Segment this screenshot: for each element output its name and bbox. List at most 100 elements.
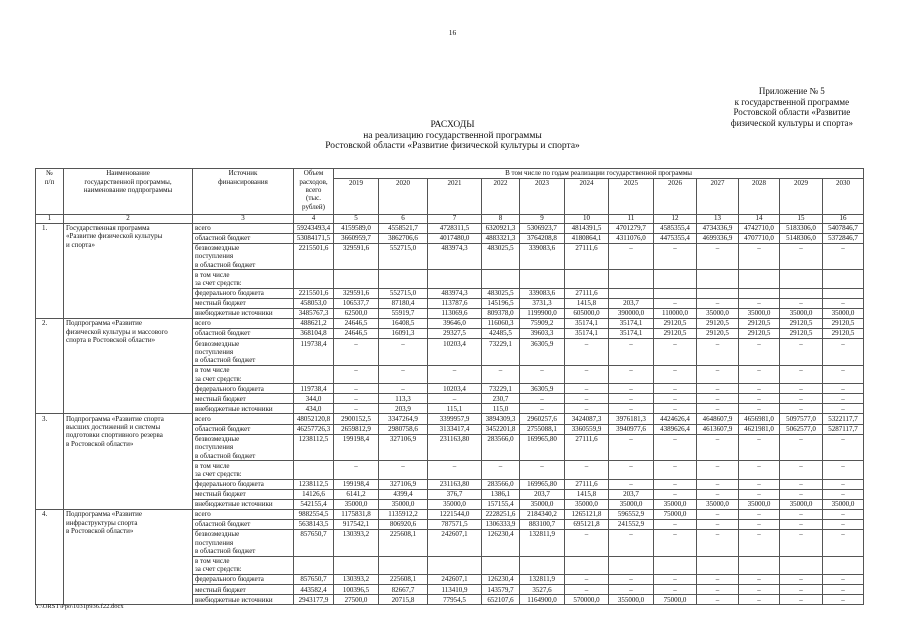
- funding-source: безвозмездные поступления в областной бю…: [192, 242, 294, 271]
- year-value: 3976181,3: [608, 413, 654, 425]
- year-value: [378, 269, 428, 289]
- year-value: –: [696, 508, 739, 520]
- year-value: [653, 287, 697, 299]
- funding-source: федерального бюджета: [192, 383, 294, 395]
- table-row: федерального бюджета 857650,7 130393,2 2256…: [36, 574, 865, 586]
- year-value: [821, 555, 865, 576]
- year-value: –: [696, 584, 739, 596]
- year-value: 390000,0: [608, 307, 654, 320]
- year-value: –: [821, 297, 865, 309]
- year-value: 35000,0: [821, 307, 865, 320]
- year-value: –: [738, 508, 780, 520]
- year-value: 87180,4: [378, 297, 428, 309]
- year-value: [378, 555, 428, 576]
- funding-source: всего: [192, 318, 294, 330]
- year-value: 231163,80: [427, 478, 482, 490]
- year-value: –: [481, 460, 520, 480]
- total-value: 857650,7: [293, 529, 334, 557]
- year-value: –: [779, 393, 823, 405]
- year-value: 5183306,0: [779, 222, 823, 234]
- table-row: федерального бюджета 2215501,6 329591,6 552…: [36, 287, 865, 299]
- year-value: –: [653, 478, 697, 490]
- year-value: [821, 287, 865, 299]
- year-value: 16091,3: [378, 328, 428, 340]
- year-value: –: [779, 338, 823, 366]
- year-value: 35000,0: [738, 307, 780, 320]
- funding-source: федерального бюджета: [192, 287, 294, 299]
- total-value: 53084171,5: [293, 232, 334, 244]
- column-number: 11: [608, 214, 654, 224]
- year-value: [779, 555, 823, 576]
- section-number: 4.: [35, 508, 64, 606]
- year-value: 55919,7: [378, 307, 428, 320]
- year-value: 3347264,9: [378, 413, 428, 425]
- year-value: 75000,0: [653, 508, 697, 520]
- year-value: –: [696, 478, 739, 490]
- year-value: –: [696, 393, 739, 405]
- year-value: 327106,9: [378, 478, 428, 490]
- year-value: –: [653, 403, 697, 415]
- year-value: 2659812,9: [333, 423, 379, 435]
- year-value: –: [821, 242, 865, 271]
- table-row: в том числе за счет средств:: [36, 269, 865, 289]
- header-year: 2021: [427, 178, 482, 216]
- year-value: 10203,4: [427, 338, 482, 366]
- appendix-note: Приложение № 5 к государственной програм…: [730, 86, 853, 128]
- year-value: 35000,0: [333, 498, 379, 510]
- year-value: 126230,4: [481, 529, 520, 557]
- year-value: –: [696, 594, 739, 606]
- year-value: –: [738, 518, 780, 531]
- total-value: [293, 364, 334, 385]
- column-number: 14: [738, 214, 780, 224]
- table-row: областной бюджет 5638143,5 917542,1 806920,…: [36, 518, 865, 531]
- year-value: 4707710,0: [738, 232, 780, 244]
- year-value: 73229,1: [481, 383, 520, 395]
- year-value: –: [333, 364, 379, 385]
- year-value: 82667,7: [378, 584, 428, 596]
- year-value: 2755088,1: [519, 423, 565, 435]
- header-row: № п/п Наименование государственной програ…: [35, 167, 865, 216]
- year-value: 4389626,4: [653, 423, 697, 435]
- year-value: 5407846,7: [821, 222, 865, 234]
- year-value: 113410,9: [427, 584, 482, 596]
- year-value: 376,7: [427, 488, 482, 500]
- funding-source: внебюджетные источники: [192, 403, 294, 415]
- year-value: 29120,5: [696, 328, 739, 340]
- year-value: 3452201,8: [481, 423, 520, 435]
- year-value: 4017480,0: [427, 232, 482, 244]
- year-value: 329591,6: [333, 242, 379, 271]
- year-value: 1164900,0: [519, 594, 565, 606]
- funding-source: безвозмездные поступления в областной бю…: [192, 433, 294, 462]
- year-value: 113787,6: [427, 297, 482, 309]
- year-value: 35174,1: [564, 318, 609, 330]
- year-value: 3660959,7: [333, 232, 379, 244]
- total-value: 488621,2: [293, 318, 334, 330]
- year-value: –: [779, 478, 823, 490]
- year-value: 2960257,6: [519, 413, 565, 425]
- file-path-footer: Y:\ORST\Ppo\1031p936.f22.docx: [35, 603, 124, 610]
- year-value: 157155,4: [481, 498, 520, 510]
- year-value: 5322117,7: [821, 413, 865, 425]
- year-value: 35000,0: [696, 307, 739, 320]
- year-value: –: [779, 403, 823, 415]
- year-value: 3894309,3: [481, 413, 520, 425]
- year-value: –: [653, 529, 697, 557]
- funding-source: в том числе за счет средств:: [192, 364, 294, 385]
- year-value: –: [333, 403, 379, 415]
- title-line-3: Ростовской области «Развитие физической …: [325, 141, 580, 151]
- year-value: –: [564, 460, 609, 480]
- year-value: 75000,0: [653, 594, 697, 606]
- year-value: –: [333, 338, 379, 366]
- year-value: 329591,6: [333, 287, 379, 299]
- header-year: 2027: [696, 178, 739, 216]
- table-row: областной бюджет 53084171,5 3660959,7 38627…: [36, 232, 865, 244]
- year-value: 100396,5: [333, 584, 379, 596]
- header-years-group: В том числе по годам реализации государс…: [332, 167, 865, 180]
- year-value: [564, 269, 609, 289]
- column-number: 16: [821, 214, 865, 224]
- year-value: 27111,6: [564, 242, 609, 271]
- year-value: –: [779, 488, 823, 500]
- year-value: [519, 269, 565, 289]
- year-value: [779, 287, 823, 299]
- year-value: 24646,5: [333, 318, 379, 330]
